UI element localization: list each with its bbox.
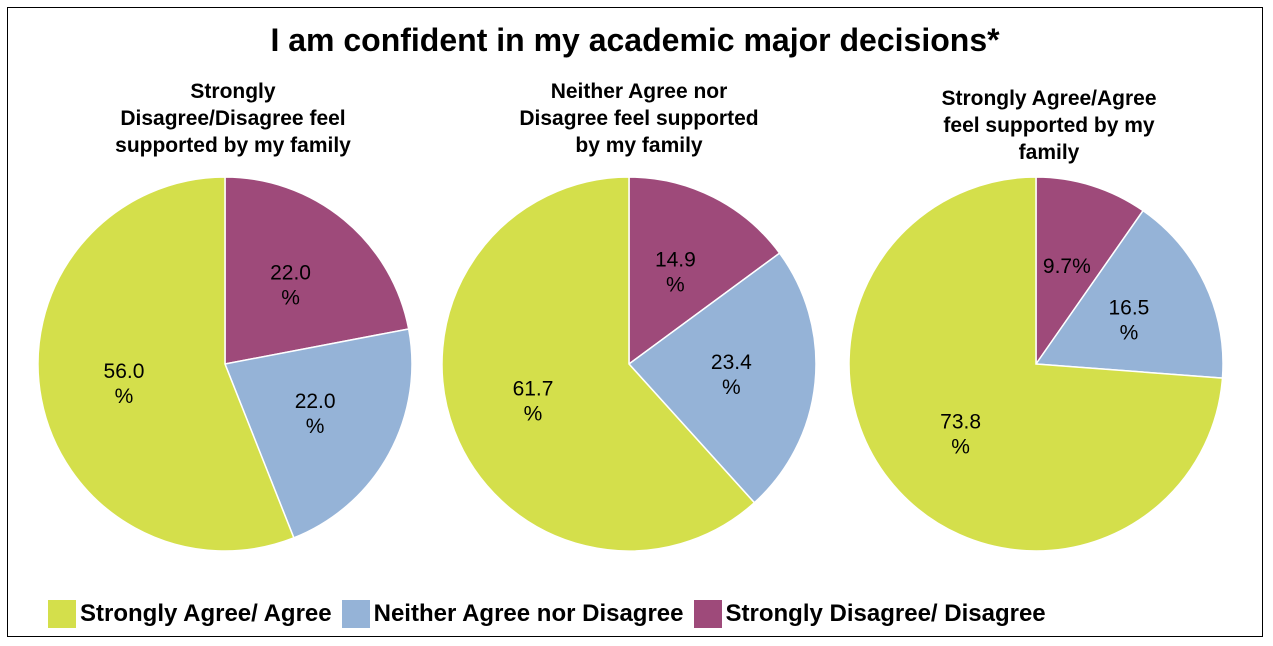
pie-1-slice-neither: [223, 328, 413, 539]
pie-2-label-disagree: 14.9%: [655, 249, 696, 297]
legend-swatch-neither: [341, 600, 370, 628]
legend-label-agree: Strongly Agree/ Agree: [80, 600, 332, 627]
chart-title: I am confident in my academic major deci…: [270, 22, 1000, 58]
pie-2-slice-disagree: [628, 176, 781, 366]
pie-3-slice-neither: [1034, 209, 1224, 379]
legend-swatch-agree: [48, 600, 76, 628]
pie-2-subtitle-line: by my family: [575, 134, 703, 157]
pie-2-subtitle: Neither Agree nor Disagree feel supported…: [474, 78, 804, 159]
pie-2-slice-agree: [441, 176, 756, 552]
legend: Strongly Agree/ Agree Neither Agree nor …: [48, 600, 1056, 628]
pie-2-label-agree: 61.7%: [513, 377, 554, 425]
pie-1-subtitle-line: Strongly: [190, 80, 276, 103]
pie-1-subtitle: Strongly Disagree/Disagree feel supported …: [63, 78, 403, 159]
pie-3-label-agree: 73.8%: [940, 410, 981, 458]
pie-1-label-agree: 56.0%: [104, 360, 145, 408]
pie-2-label-neither: 23.4%: [711, 351, 752, 399]
legend-item-neither: Neither Agree nor Disagree: [341, 600, 684, 628]
pie-3-slice-agree: [848, 176, 1224, 552]
pie-3-subtitle-line: Strongly Agree/Agree: [941, 87, 1157, 110]
pie-2-subtitle-line: Disagree feel supported: [519, 107, 759, 130]
pie-1-subtitle-line: Disagree/Disagree feel: [120, 107, 346, 130]
legend-label-disagree: Strongly Disagree/ Disagree: [725, 600, 1046, 627]
pie-1-label-neither: 22.0%: [295, 390, 336, 438]
pie-1-label-disagree: 22.0%: [270, 261, 311, 309]
pie-3-label-disagree: 9.7%: [1043, 255, 1091, 278]
pie-3-slice-disagree: [1035, 176, 1145, 367]
legend-label-neither: Neither Agree nor Disagree: [373, 600, 684, 627]
pie-3-subtitle: Strongly Agree/Agree feel supported by my…: [884, 85, 1214, 166]
pie-1-subtitle-line: supported by my family: [115, 134, 351, 157]
pie-1-slice-agree: [37, 176, 295, 552]
pie-charts: 22.0 % 22.0 % 56.0 % 14.9 % 23.4 % 61.7 % 9.7% 16.5 % 7…: [37, 176, 1224, 552]
chart-frame: I am confident in my academic major deci…: [7, 7, 1263, 637]
pie-3-subtitle-line: family: [1018, 141, 1080, 164]
pie-1-slice-disagree: [224, 176, 410, 365]
legend-swatch-disagree: [693, 600, 722, 628]
pie-3-subtitle-line: feel supported by my: [943, 114, 1155, 137]
pie-2-slice-neither: [627, 252, 817, 504]
pie-3-label-neither: 16.5%: [1108, 296, 1149, 344]
legend-item-agree: Strongly Agree/ Agree: [48, 600, 332, 628]
legend-item-disagree: Strongly Disagree/ Disagree: [693, 600, 1046, 628]
pie-2-subtitle-line: Neither Agree nor: [550, 80, 728, 103]
